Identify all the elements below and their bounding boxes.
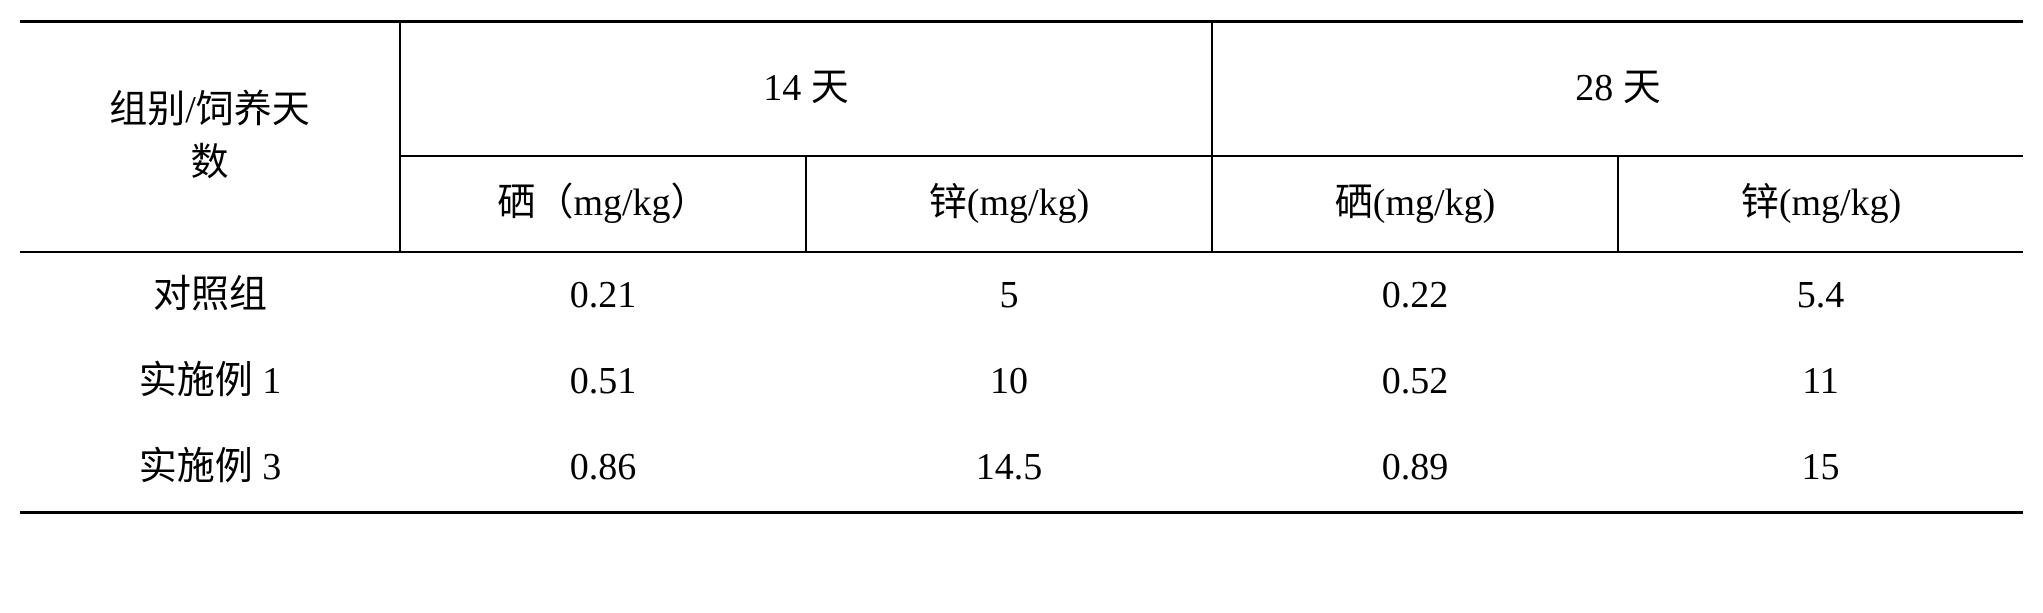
- cell-se14: 0.86: [400, 425, 806, 513]
- header-period-28: 28 天: [1212, 22, 2023, 157]
- cell-se14: 0.21: [400, 252, 806, 339]
- row-label: 实施例 1: [20, 339, 400, 425]
- header-se-label-28: 硒: [1335, 182, 1373, 224]
- cell-zn28: 15: [1618, 425, 2023, 513]
- header-zn-label-28: 锌: [1741, 182, 1779, 224]
- header-se-14: 硒（mg/kg）: [400, 156, 806, 252]
- cell-zn14: 5: [806, 252, 1212, 339]
- cell-zn28: 5.4: [1618, 252, 2023, 339]
- header-group-label: 组别/饲养天 数: [20, 22, 400, 253]
- table-row: 实施例 3 0.86 14.5 0.89 15: [20, 425, 2023, 513]
- cell-zn14: 10: [806, 339, 1212, 425]
- header-zn-label-14: 锌: [929, 182, 967, 224]
- cell-se14: 0.51: [400, 339, 806, 425]
- table-row: 实施例 1 0.51 10 0.52 11: [20, 339, 2023, 425]
- table-row: 对照组 0.21 5 0.22 5.4: [20, 252, 2023, 339]
- header-group-label-line2: 数: [190, 142, 228, 184]
- header-group-label-line1: 组别/饲养天: [109, 89, 310, 131]
- header-se-unit-14: （mg/kg）: [535, 182, 708, 224]
- cell-se28: 0.22: [1212, 252, 1618, 339]
- header-zn-unit-14: (mg/kg): [967, 182, 1089, 224]
- cell-zn28: 11: [1618, 339, 2023, 425]
- header-period-28-text: 28 天: [1575, 67, 1661, 109]
- header-se-label-14: 硒: [497, 182, 535, 224]
- header-row-1: 组别/饲养天 数 14 天 28 天: [20, 22, 2023, 157]
- data-table: 组别/饲养天 数 14 天 28 天 硒（mg/kg） 锌(mg/kg) 硒(m…: [20, 20, 2023, 514]
- header-zn-unit-28: (mg/kg): [1779, 182, 1901, 224]
- header-zn-28: 锌(mg/kg): [1618, 156, 2023, 252]
- cell-se28: 0.52: [1212, 339, 1618, 425]
- row-label: 实施例 3: [20, 425, 400, 513]
- header-se-28: 硒(mg/kg): [1212, 156, 1618, 252]
- header-period-14-text: 14 天: [763, 67, 849, 109]
- row-label: 对照组: [20, 252, 400, 339]
- cell-se28: 0.89: [1212, 425, 1618, 513]
- header-zn-14: 锌(mg/kg): [806, 156, 1212, 252]
- cell-zn14: 14.5: [806, 425, 1212, 513]
- header-se-unit-28: (mg/kg): [1373, 182, 1495, 224]
- header-period-14: 14 天: [400, 22, 1212, 157]
